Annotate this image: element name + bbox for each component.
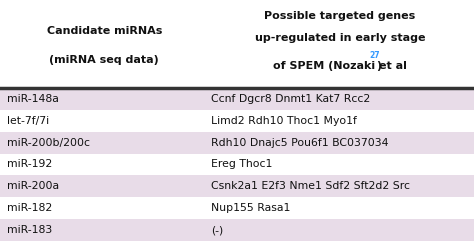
Text: ): )	[376, 61, 381, 71]
Bar	[0, 154, 474, 175]
Bar	[0, 0, 474, 88]
Text: let-7f/7i: let-7f/7i	[7, 116, 49, 126]
Text: 27: 27	[369, 51, 380, 60]
Bar	[0, 219, 474, 241]
Text: Possible targeted genes: Possible targeted genes	[264, 11, 416, 21]
Text: miR-148a: miR-148a	[7, 94, 59, 104]
Text: Nup155 Rasa1: Nup155 Rasa1	[211, 203, 290, 213]
Bar	[0, 132, 474, 154]
Text: Csnk2a1 E2f3 Nme1 Sdf2 Sft2d2 Src: Csnk2a1 E2f3 Nme1 Sdf2 Sft2d2 Src	[211, 181, 410, 191]
Text: (-): (-)	[211, 225, 223, 235]
Text: up-regulated in early stage: up-regulated in early stage	[255, 33, 425, 43]
Text: miR-200a: miR-200a	[7, 181, 59, 191]
Bar	[0, 110, 474, 132]
Text: miR-182: miR-182	[7, 203, 52, 213]
Text: Limd2 Rdh10 Thoc1 Myo1f: Limd2 Rdh10 Thoc1 Myo1f	[211, 116, 357, 126]
Bar	[0, 88, 474, 110]
Bar	[0, 197, 474, 219]
Bar	[0, 175, 474, 197]
Text: miR-183: miR-183	[7, 225, 52, 235]
Text: of SPEM (Nozaki et al: of SPEM (Nozaki et al	[273, 61, 407, 71]
Text: miR-200b/200c: miR-200b/200c	[7, 138, 90, 148]
Text: Candidate miRNAs: Candidate miRNAs	[46, 26, 162, 36]
Text: miR-192: miR-192	[7, 160, 52, 169]
Text: Ereg Thoc1: Ereg Thoc1	[211, 160, 272, 169]
Text: Ccnf Dgcr8 Dnmt1 Kat7 Rcc2: Ccnf Dgcr8 Dnmt1 Kat7 Rcc2	[211, 94, 370, 104]
Text: (miRNA seq data): (miRNA seq data)	[49, 55, 159, 65]
Text: Rdh10 Dnajc5 Pou6f1 BC037034: Rdh10 Dnajc5 Pou6f1 BC037034	[211, 138, 388, 148]
